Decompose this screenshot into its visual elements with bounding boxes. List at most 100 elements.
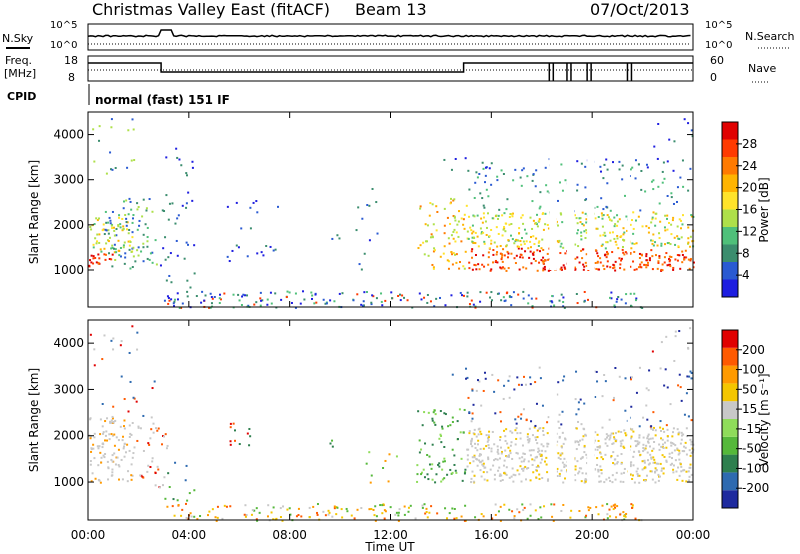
data-cell xyxy=(614,432,617,435)
data-cell xyxy=(527,302,530,305)
data-cell xyxy=(476,458,479,461)
data-cell xyxy=(153,380,156,383)
data-cell xyxy=(130,463,133,466)
data-cell xyxy=(462,223,465,226)
data-cell xyxy=(535,222,538,225)
data-cell xyxy=(499,505,502,508)
data-cell xyxy=(426,473,429,476)
colorbar-tick-label: -100 xyxy=(742,461,769,475)
data-cell xyxy=(453,507,456,510)
data-cell xyxy=(186,290,189,293)
data-cell xyxy=(690,443,693,446)
data-cell xyxy=(428,214,431,217)
data-cell xyxy=(487,195,490,198)
data-cell xyxy=(465,204,468,207)
data-cell xyxy=(471,417,474,420)
nsearch-label: N.Search xyxy=(745,30,795,43)
data-cell xyxy=(520,480,523,483)
data-cell xyxy=(99,481,102,484)
data-cell xyxy=(551,294,554,297)
colorbar-tick-label: -50 xyxy=(742,442,762,456)
data-cell xyxy=(623,239,626,242)
data-cell xyxy=(529,250,532,253)
data-cell xyxy=(474,306,477,309)
data-cell xyxy=(488,235,491,238)
data-cell xyxy=(664,441,667,444)
data-cell xyxy=(645,266,648,269)
data-cell xyxy=(333,505,336,508)
data-cell xyxy=(513,242,516,245)
data-cell xyxy=(523,452,526,455)
data-cell xyxy=(612,267,615,270)
data-cell xyxy=(495,253,498,256)
data-cell xyxy=(646,451,649,454)
data-cell xyxy=(474,181,477,184)
data-cell xyxy=(130,478,133,481)
data-cell xyxy=(586,298,589,301)
data-cell xyxy=(576,256,579,259)
data-cell xyxy=(427,254,430,257)
data-cell xyxy=(538,449,541,452)
data-cell xyxy=(363,291,366,294)
data-cell xyxy=(531,200,534,203)
data-cell xyxy=(638,425,641,428)
data-cell xyxy=(517,239,520,242)
data-cell xyxy=(685,256,688,259)
data-cell xyxy=(631,506,634,509)
data-cell xyxy=(530,297,533,300)
data-cell xyxy=(505,466,508,469)
data-cell xyxy=(138,219,141,222)
data-cell xyxy=(353,517,356,520)
data-cell xyxy=(200,301,203,304)
data-cell xyxy=(485,434,488,437)
data-cell xyxy=(608,476,611,479)
data-cell xyxy=(98,233,101,236)
data-cell xyxy=(688,449,691,452)
data-cell xyxy=(525,232,528,235)
data-cell xyxy=(468,411,471,414)
data-cell xyxy=(585,253,588,256)
data-cell xyxy=(516,432,519,435)
data-cell xyxy=(612,462,615,465)
data-cell xyxy=(246,294,249,297)
data-cell xyxy=(157,468,160,471)
data-cell xyxy=(669,403,672,406)
data-cell xyxy=(622,227,625,230)
data-cell xyxy=(503,459,506,462)
data-cell xyxy=(493,473,496,476)
data-cell xyxy=(94,477,97,480)
data-cell xyxy=(642,436,645,439)
colorbar-tick-label: 100 xyxy=(742,363,765,377)
data-cell xyxy=(497,232,500,235)
data-cell xyxy=(452,237,455,240)
data-cell xyxy=(449,424,452,427)
data-cell xyxy=(372,295,375,298)
data-cell xyxy=(381,512,384,515)
x-tick-label: 00:00 xyxy=(71,528,106,542)
data-cell xyxy=(101,425,104,428)
data-cell xyxy=(658,256,661,259)
data-cell xyxy=(632,455,635,458)
data-cell xyxy=(541,477,544,480)
data-cell xyxy=(453,215,456,218)
data-cell xyxy=(259,291,262,294)
data-cell xyxy=(482,231,485,234)
data-cell xyxy=(519,253,522,256)
data-cell xyxy=(535,469,538,472)
data-cell xyxy=(521,214,524,217)
data-cell xyxy=(619,263,622,266)
data-cell xyxy=(611,474,614,477)
data-cell xyxy=(644,190,647,193)
data-cell xyxy=(605,478,608,481)
data-cell xyxy=(488,247,491,250)
data-cell xyxy=(466,454,469,457)
data-cell xyxy=(609,209,612,212)
data-cell xyxy=(615,516,618,519)
data-cell xyxy=(641,225,644,228)
data-cell xyxy=(635,445,638,448)
data-cell xyxy=(423,476,426,479)
data-cell xyxy=(618,257,621,260)
data-cell xyxy=(460,240,463,243)
data-cell xyxy=(612,263,615,266)
data-cell xyxy=(510,304,513,307)
